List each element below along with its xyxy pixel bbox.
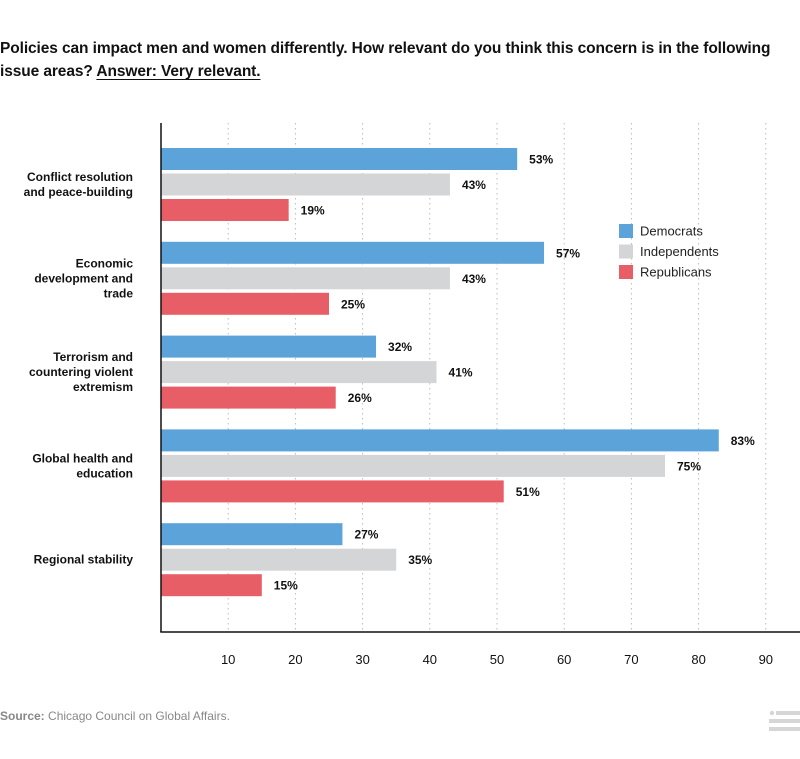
category-labels: Conflict resolution and peace-building Eco… xyxy=(24,170,134,567)
legend-swatch-independents xyxy=(619,244,633,259)
legend: Democrats Independents Republicans xyxy=(619,224,719,280)
bar-democrats xyxy=(161,335,377,358)
x-tick-label: 10 xyxy=(221,652,235,667)
bar-democrats xyxy=(161,148,518,170)
bar-independents xyxy=(161,173,450,196)
category-label: Terrorism and countering violent extremism xyxy=(29,350,133,394)
x-tick-labels: 10 20 30 40 50 60 70 80 90 xyxy=(221,652,773,667)
bar-republicans xyxy=(161,199,289,221)
source-note: Source: Chicago Council on Global Affair… xyxy=(0,709,230,723)
bars xyxy=(161,148,719,597)
bar-independents xyxy=(161,267,450,290)
value-label: 83% xyxy=(731,434,755,448)
value-label: 27% xyxy=(354,528,378,542)
legend-label-democrats: Democrats xyxy=(640,224,703,239)
value-label: 19% xyxy=(301,204,325,218)
x-tick-label: 30 xyxy=(355,652,369,667)
category-label: Global health and education xyxy=(32,451,133,480)
value-label: 51% xyxy=(516,485,540,499)
value-label: 26% xyxy=(348,391,372,405)
value-label: 43% xyxy=(462,178,486,192)
bar-independents xyxy=(161,548,397,571)
x-tick-label: 20 xyxy=(288,652,302,667)
x-tick-label: 80 xyxy=(691,652,705,667)
bar-chart: 53% 43% 19% 57% 43% 25% 32% 41% 26% 83% 75% 51% 27% 3… xyxy=(24,123,800,667)
value-labels: 53% 43% 19% 57% 43% 25% 32% 41% 26% 83% 75% 51% 27% 3… xyxy=(274,153,755,593)
bar-republicans xyxy=(161,292,329,315)
source-label: Source: xyxy=(0,709,45,723)
x-tick-label: 40 xyxy=(423,652,437,667)
axes xyxy=(160,123,800,633)
chart-title: Policies can impact men and women differ… xyxy=(0,37,790,83)
legend-label-republicans: Republicans xyxy=(640,265,712,280)
chart-title-text: Policies can impact men and women differ… xyxy=(0,40,771,80)
bar-independents xyxy=(161,454,665,477)
category-label: Economic development and trade xyxy=(34,256,133,300)
x-tick-label: 50 xyxy=(490,652,504,667)
bar-independents xyxy=(161,361,437,384)
value-label: 57% xyxy=(556,246,580,260)
bar-democrats xyxy=(161,429,719,452)
legend-swatch-democrats xyxy=(619,224,633,238)
bar-republicans xyxy=(161,574,262,597)
value-label: 25% xyxy=(341,297,365,311)
x-tick-label: 60 xyxy=(557,652,571,667)
value-label: 53% xyxy=(529,153,553,167)
value-label: 35% xyxy=(408,553,432,567)
bar-democrats xyxy=(161,523,343,546)
x-tick-label: 90 xyxy=(759,652,773,667)
category-label: Conflict resolution and peace-building xyxy=(24,170,133,199)
value-label: 15% xyxy=(274,579,298,593)
source-text: Chicago Council on Global Affairs. xyxy=(48,709,230,723)
legend-swatch-republicans xyxy=(619,265,633,279)
legend-label-independents: Independents xyxy=(640,244,719,259)
chart-title-answer: Answer: Very relevant. xyxy=(96,63,261,80)
value-label: 43% xyxy=(462,272,486,286)
bar-democrats xyxy=(161,241,545,264)
value-label: 32% xyxy=(388,340,412,354)
category-label: Regional stability xyxy=(34,553,134,567)
value-label: 75% xyxy=(677,459,701,473)
value-label: 41% xyxy=(449,366,473,380)
x-tick-label: 70 xyxy=(624,652,638,667)
bar-republicans xyxy=(161,386,336,409)
menu-list-icon[interactable] xyxy=(769,710,800,732)
bar-republicans xyxy=(161,480,504,503)
